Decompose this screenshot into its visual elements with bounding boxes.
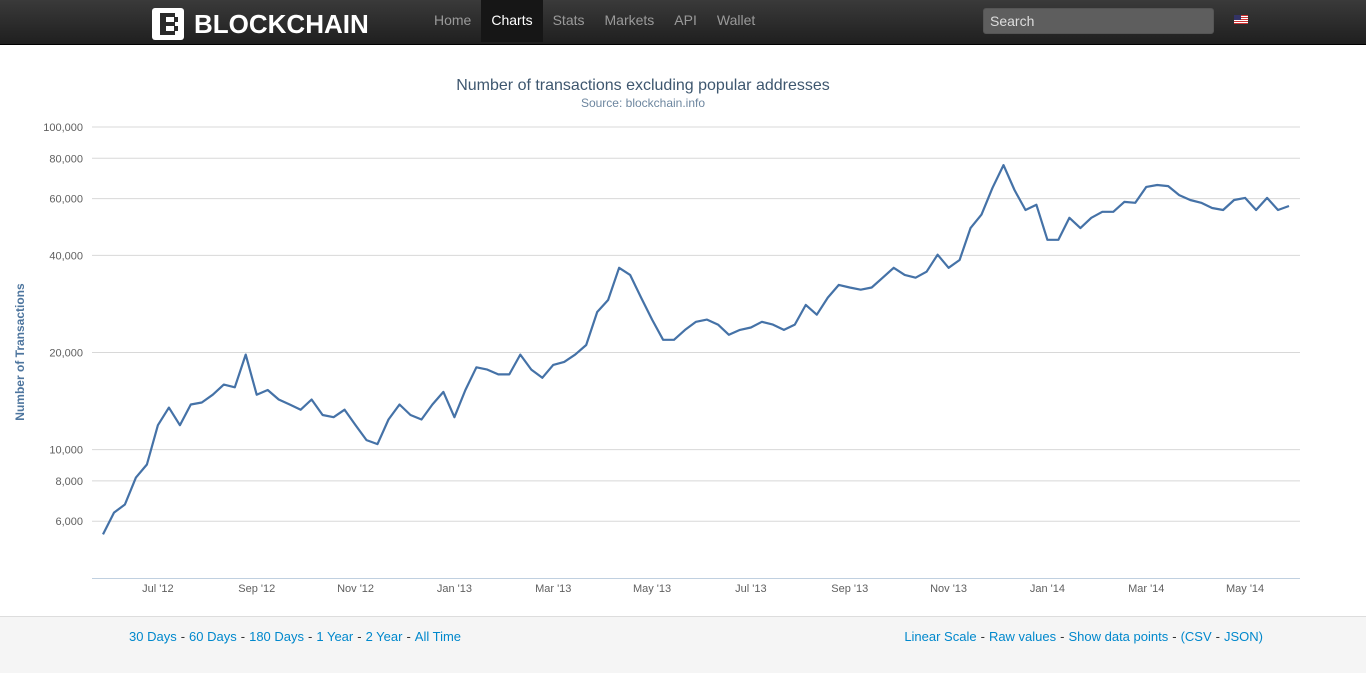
export-bracket[interactable]: )	[1258, 629, 1263, 644]
range-link[interactable]: 1 Year	[316, 629, 354, 644]
y-tick-label: 10,000	[49, 445, 83, 457]
nav-link[interactable]: Markets	[604, 12, 655, 28]
logo[interactable]: BLOCKCHAIN	[150, 6, 369, 42]
y-tick-label: 60,000	[49, 194, 83, 206]
chart-title: Number of transactions excluding popular…	[456, 77, 830, 94]
y-tick-label: 6,000	[55, 516, 83, 528]
x-tick-label: Mar '14	[1128, 583, 1164, 595]
separator: -	[180, 629, 186, 644]
nav-link[interactable]: Wallet	[716, 12, 756, 28]
range-link[interactable]: All Time	[414, 629, 462, 644]
x-tick-label: Jul '12	[142, 583, 173, 595]
data-line	[102, 164, 1290, 535]
search-input[interactable]	[983, 8, 1214, 34]
logo-icon	[152, 8, 184, 40]
option-link[interactable]: Linear Scale	[904, 629, 977, 644]
y-tick-label: 8,000	[55, 476, 83, 488]
option-link[interactable]: Show data points	[1068, 629, 1169, 644]
y-tick-label: 100,000	[43, 122, 83, 134]
export-bracket[interactable]: (	[1180, 629, 1185, 644]
separator: -	[1172, 629, 1177, 644]
export-link[interactable]: JSON	[1223, 629, 1259, 644]
footer: 30 Days -60 Days -180 Days -1 Year -2 Year - A…	[0, 616, 1366, 673]
menu: Home Charts Stats Markets API Wallet	[424, 0, 765, 42]
x-tick-label: Sep '13	[831, 583, 868, 595]
nav-link[interactable]: Charts	[481, 0, 543, 42]
export-link[interactable]: CSV	[1184, 629, 1212, 644]
y-tick-label: 40,000	[49, 250, 83, 262]
x-tick-label: Nov '13	[930, 583, 967, 595]
range-link[interactable]: 30 Days	[129, 629, 177, 644]
separator: -	[980, 629, 985, 644]
x-tick-label: May '13	[633, 583, 671, 595]
range-links: 30 Days -60 Days -180 Days -1 Year -2 Year - A…	[129, 629, 461, 644]
nav-link[interactable]: Home	[434, 12, 472, 28]
y-tick-label: 80,000	[49, 153, 83, 165]
separator: -	[357, 629, 362, 644]
nav-link[interactable]: API	[674, 12, 697, 28]
x-tick-label: Jul '13	[735, 583, 766, 595]
range-link[interactable]: 60 Days	[189, 629, 237, 644]
nav-link[interactable]: Stats	[552, 12, 585, 28]
brand: BLOCKCHAIN	[194, 8, 369, 39]
chart-subtitle: Source: blockchain.info	[581, 96, 705, 110]
separator: -	[1215, 629, 1220, 644]
y-axis-title: Number of Transactions	[13, 283, 27, 421]
x-tick-label: May '14	[1226, 583, 1264, 595]
navbar: BLOCKCHAIN Home Charts Stats Markets API Wall…	[0, 0, 1366, 45]
y-tick-label: 20,000	[49, 348, 83, 360]
language-flag[interactable]	[1234, 15, 1248, 24]
x-tick-label: Jan '13	[437, 583, 472, 595]
range-link[interactable]: 180 Days	[249, 629, 305, 644]
x-tick-label: Jan '14	[1030, 583, 1065, 595]
separator: -	[406, 629, 411, 644]
x-tick-label: Nov '12	[337, 583, 374, 595]
x-tick-label: Mar '13	[535, 583, 571, 595]
option-links: Linear Scale - Raw values - Show data points…	[904, 629, 1263, 644]
option-link[interactable]: Raw values	[988, 629, 1057, 644]
chart: Number of transactions excluding popular…	[13, 77, 1300, 595]
separator: -	[308, 629, 313, 644]
x-tick-label: Sep '12	[238, 583, 275, 595]
range-link[interactable]: 2 Year	[365, 629, 403, 644]
separator: -	[240, 629, 246, 644]
separator: -	[1060, 629, 1065, 644]
